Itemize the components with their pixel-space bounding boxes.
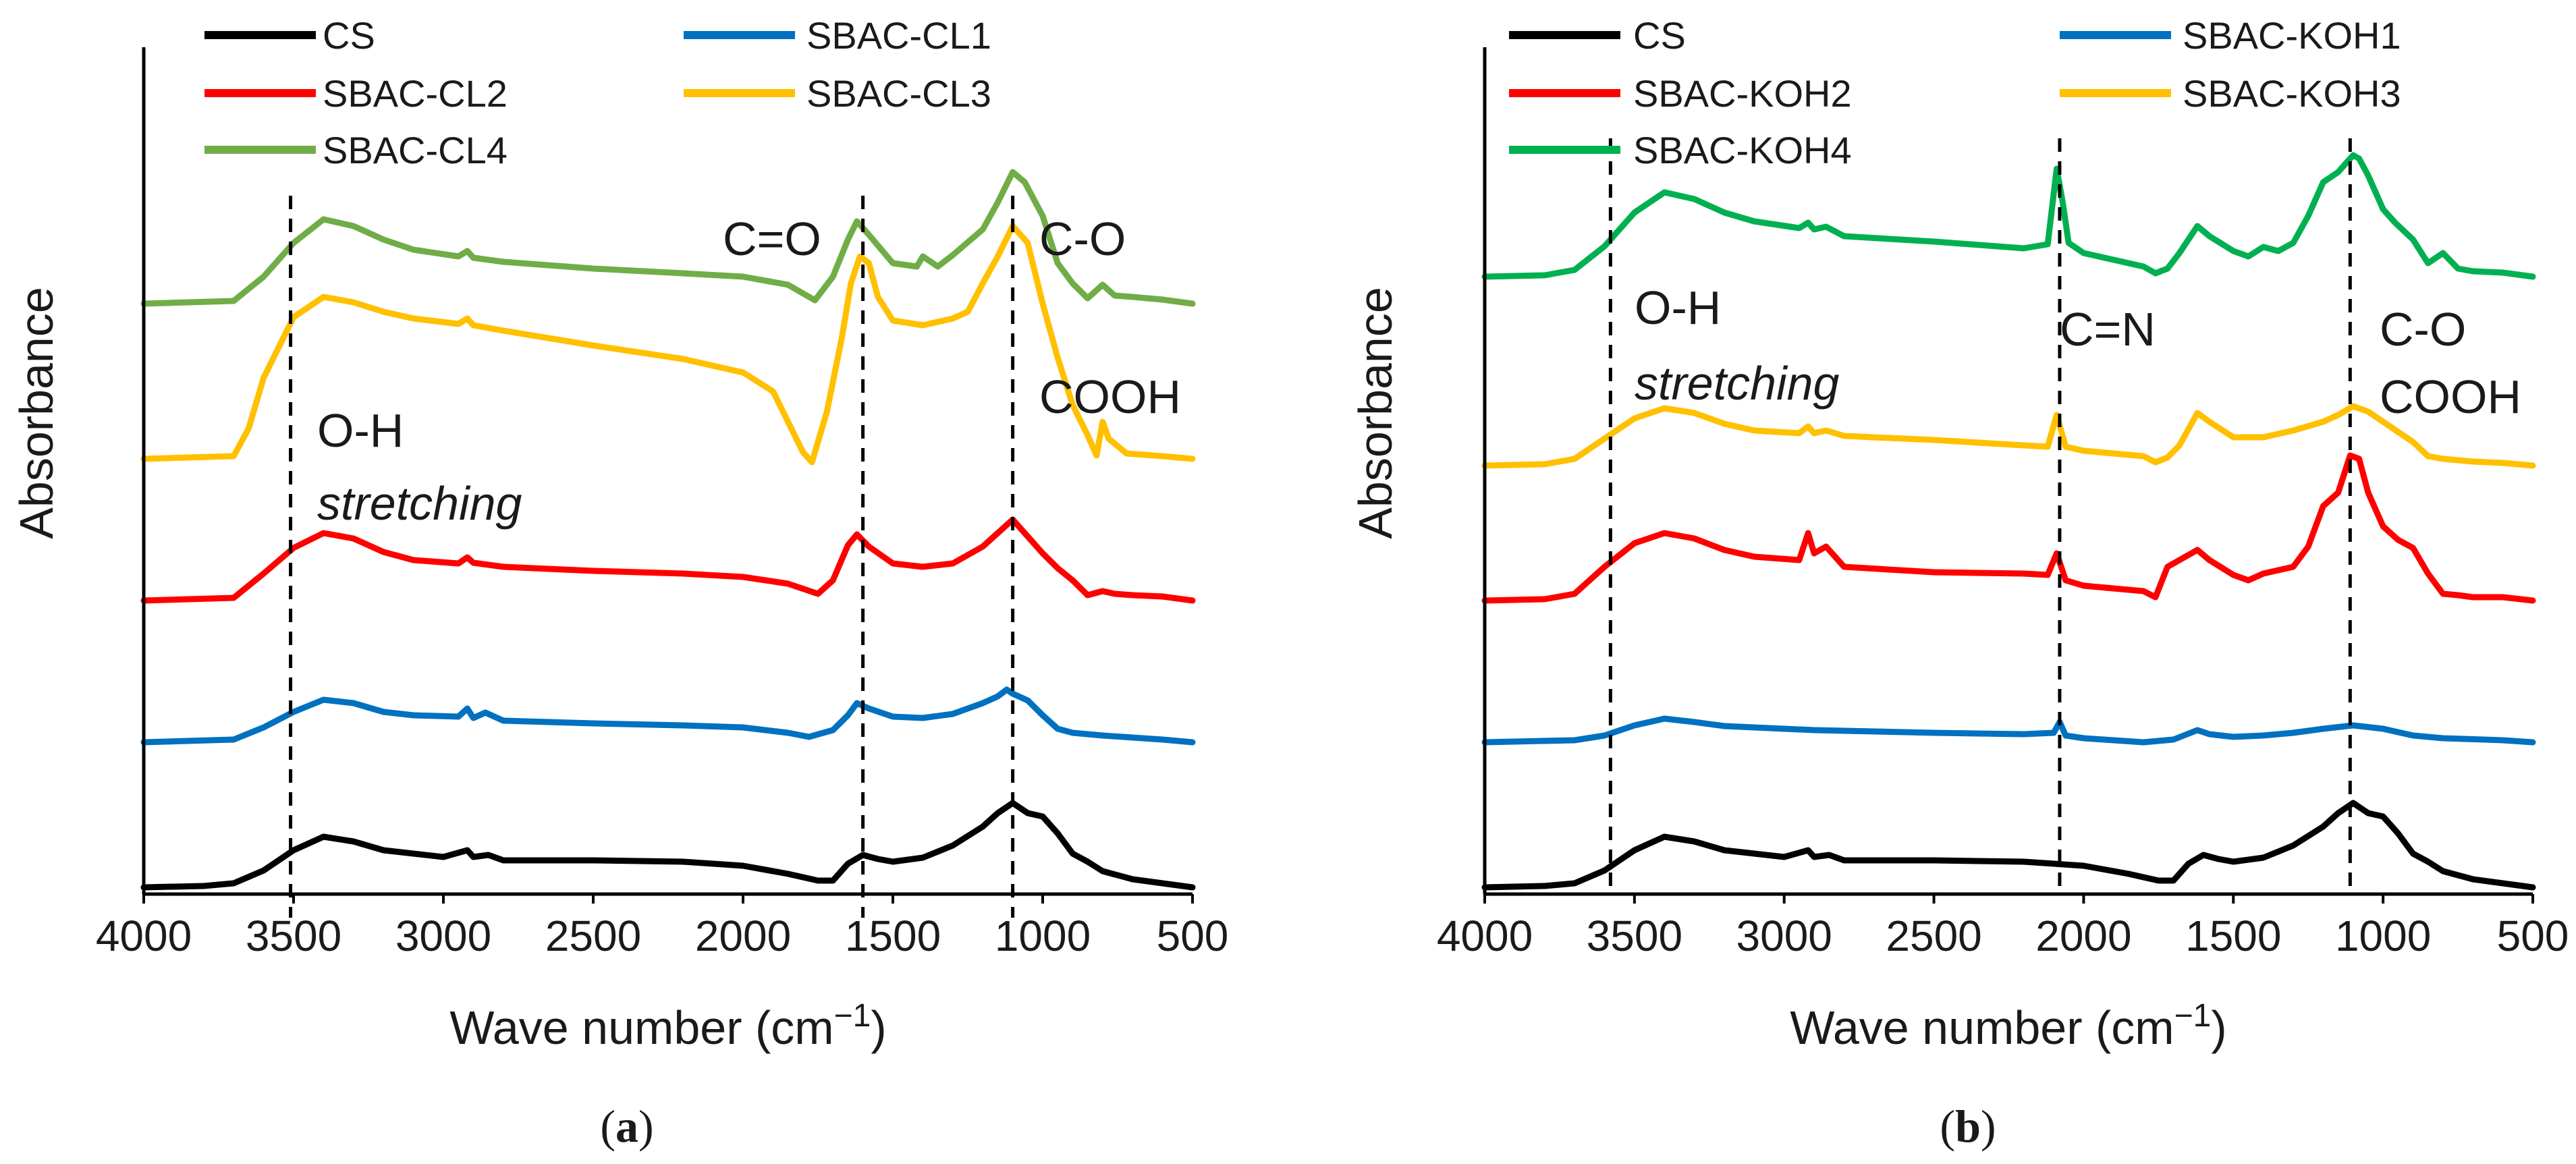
series-line-cl3 [140,223,1196,466]
series-line-cs [140,800,1196,891]
panel-a-legend-label-cl1: SBAC-CL1 [806,14,991,57]
panel-b-annot-cn: C=N [2060,303,2156,356]
panel-a-caption: (a) [600,1101,653,1152]
x-tick-label: 3500 [1587,912,1682,960]
x-tick-label: 2000 [2035,912,2131,960]
panel-b-annot-cooh: COOH [2380,370,2521,423]
panel-b: 4000 3500 3000 2500 2000 1500 1000 500 Wave num… [1349,14,2569,1152]
panel-b-legend-label-koh2: SBAC-KOH2 [1633,72,1852,115]
series-line-koh3 [1481,403,2536,469]
panel-b-series [1481,152,2536,891]
x-tick-label: 3000 [395,912,491,960]
panel-a-annot-co-double: C=O [723,213,821,265]
series-line-koh4 [1481,152,2536,280]
x-tick-label: 4000 [96,912,192,960]
panel-b-legend-label-koh1: SBAC-KOH1 [2183,14,2401,57]
x-tick-label: 1500 [845,912,941,960]
x-tick-label: 2500 [1886,912,1981,960]
panel-b-tick-labels: 4000 3500 3000 2500 2000 1500 1000 500 [1437,912,2569,960]
x-tick-label: 2000 [695,912,791,960]
panel-b-annot-oh: O-H [1635,281,1721,334]
panel-a-y-axis-title: Absorbance [10,287,63,539]
x-tick-label: 500 [1157,912,1229,960]
series-line-koh2 [1481,452,2536,604]
panel-a-annot-stretching: stretching [317,477,522,530]
panel-a-tick-labels: 4000 3500 3000 2500 2000 1500 1000 500 [96,912,1229,960]
panel-a-annot-cooh: COOH [1039,370,1181,423]
x-tick-label: 1000 [995,912,1091,960]
panel-a-ticks [142,894,1194,904]
series-line-koh1 [1481,715,2536,746]
x-tick-label: 3000 [1736,912,1832,960]
panel-a: 4000 3500 3000 2500 2000 1500 1000 500 Wave num… [10,14,1228,1152]
x-tick-label: 1500 [2185,912,2281,960]
panel-a-annot-co-single: C-O [1039,213,1126,265]
panel-a-legend-label-cl2: SBAC-CL2 [323,72,508,115]
series-line-cl4 [140,169,1196,307]
panel-b-reference-lines [1608,138,2352,894]
panel-a-legend-label-cs: CS [323,14,375,57]
series-line-cl1 [140,686,1196,746]
panel-b-annot-co-single: C-O [2380,303,2466,356]
x-tick-label: 1000 [2335,912,2431,960]
panel-b-x-axis-title: Wave number (cm−1) [1790,998,2226,1054]
panel-b-caption: (b) [1940,1101,1996,1152]
series-line-cl2 [140,516,1196,604]
panel-a-reference-lines [289,196,1015,918]
panel-b-legend-label-koh4: SBAC-KOH4 [1633,129,1852,171]
panel-b-legend-label-koh3: SBAC-KOH3 [2183,72,2401,115]
panel-b-legend-label-cs: CS [1633,14,1686,57]
panel-a-series [140,169,1196,891]
x-tick-label: 3500 [246,912,341,960]
panel-b-annot-stretching: stretching [1635,357,1840,410]
x-tick-label: 500 [2497,912,2569,960]
panel-b-ticks [1483,894,2534,904]
panel-a-legend: CS SBAC-CL1 SBAC-CL2 SBAC-CL3 SBAC-CL4 [204,14,991,171]
panel-a-annot-oh: O-H [317,404,404,457]
panel-b-y-axis-title: Absorbance [1349,287,1402,539]
panel-a-x-axis-title: Wave number (cm−1) [449,998,886,1054]
x-tick-label: 2500 [545,912,641,960]
panel-b-legend: CS SBAC-KOH1 SBAC-KOH2 SBAC-KOH3 SBAC-KO… [1509,14,2401,171]
x-tick-label: 4000 [1437,912,1533,960]
series-line-cs [1481,800,2536,891]
panel-a-legend-label-cl4: SBAC-CL4 [323,129,508,171]
panel-a-legend-label-cl3: SBAC-CL3 [806,72,991,115]
